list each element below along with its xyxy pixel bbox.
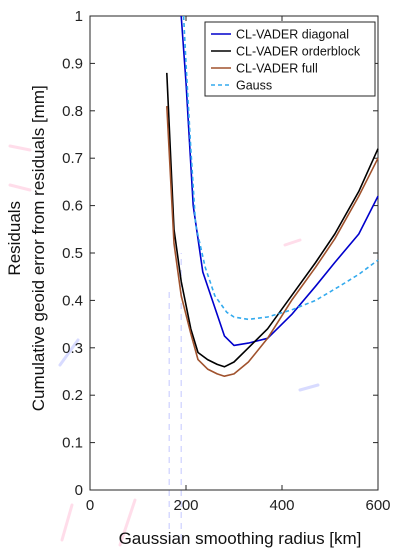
- series-lines: [166, 15, 379, 378]
- y-tick-label: 0.8: [62, 103, 83, 120]
- y-tick-label: 1: [75, 8, 83, 25]
- y-tick-label: 0.7: [62, 150, 83, 167]
- x-axis-label: Gaussian smoothing radius [km]: [119, 529, 362, 548]
- y-tick-label: 0.1: [62, 435, 83, 452]
- axis-ticks: [89, 15, 379, 491]
- x-tick-label: 400: [269, 497, 294, 514]
- series-line-4: [182, 15, 379, 321]
- x-tick-label: 200: [173, 497, 198, 514]
- legend-label-3: CL-VADER full: [236, 62, 318, 76]
- background-smudge-layer: [8, 144, 320, 547]
- y-axis-label: Cumulative geoid error from residuals [m…: [29, 85, 48, 411]
- y-tick-label: 0.4: [62, 292, 83, 309]
- legend-label-4: Gauss: [236, 79, 272, 93]
- y-tick-label: 0.2: [62, 387, 83, 404]
- y-tick-label: 0: [75, 482, 83, 499]
- series-line-3: [166, 106, 379, 378]
- x-tick-label: 600: [365, 497, 390, 514]
- y-tick-label: 0.5: [62, 245, 83, 262]
- smudge-mark: [60, 503, 74, 542]
- x-tick-label: 0: [86, 497, 94, 514]
- series-line-1: [180, 15, 379, 347]
- y-tick-label: 0.6: [62, 198, 83, 215]
- smudge-mark: [298, 383, 320, 392]
- y-tick-label: 0.9: [62, 55, 83, 72]
- smudge-mark: [58, 338, 80, 367]
- legend: CL-VADER diagonal CL-VADER orderblock CL-V…: [204, 21, 376, 97]
- smudge-mark: [118, 498, 137, 547]
- smudge-mark: [8, 183, 32, 192]
- legend-label-1: CL-VADER diagonal: [236, 28, 349, 42]
- smudge-mark: [8, 144, 32, 152]
- legend-label-2: CL-VADER orderblock: [236, 45, 361, 59]
- y-tick-label: 0.3: [62, 340, 83, 357]
- tick-labels: 0 200 400 600 0 0.1 0.2 0.3 0.4 0.5 0.6 0.7 0.8 0.9 1: [62, 8, 390, 514]
- series-line-2: [166, 72, 379, 368]
- smudge-mark: [283, 238, 302, 247]
- y-axis-label-prefix: Residuals: [5, 201, 24, 276]
- legend-box: [204, 21, 376, 97]
